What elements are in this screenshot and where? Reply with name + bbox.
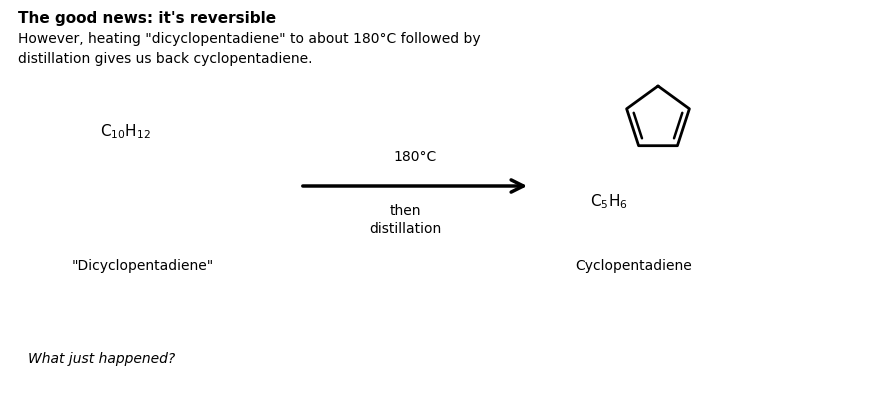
Text: C$_5$H$_6$: C$_5$H$_6$ bbox=[590, 193, 628, 211]
Text: The good news: it's reversible: The good news: it's reversible bbox=[18, 11, 276, 26]
Text: "Dicyclopentadiene": "Dicyclopentadiene" bbox=[72, 259, 215, 273]
Text: However, heating "dicyclopentadiene" to about 180°C followed by
distillation giv: However, heating "dicyclopentadiene" to … bbox=[18, 32, 481, 65]
Text: then
distillation: then distillation bbox=[369, 204, 442, 236]
Text: Cyclopentadiene: Cyclopentadiene bbox=[575, 259, 692, 273]
Text: C$_{10}$H$_{12}$: C$_{10}$H$_{12}$ bbox=[100, 123, 151, 141]
Text: What just happened?: What just happened? bbox=[28, 352, 175, 366]
Text: 180°C: 180°C bbox=[393, 150, 436, 164]
